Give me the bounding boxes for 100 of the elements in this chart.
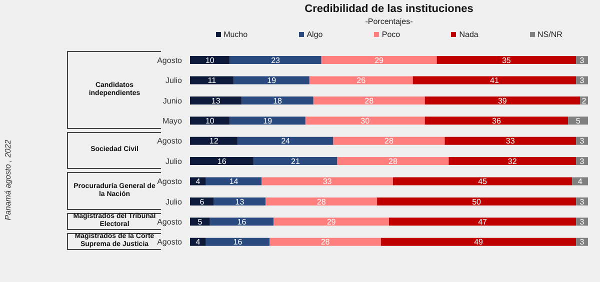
bar <box>190 157 254 166</box>
legend-label: Poco <box>380 30 400 39</box>
bar <box>190 197 214 206</box>
data-label: 3 <box>580 238 585 247</box>
bar <box>190 136 238 145</box>
data-label: 36 <box>492 116 502 126</box>
data-label: 26 <box>356 76 366 86</box>
data-label: 13 <box>235 197 245 206</box>
data-label: 3 <box>580 136 585 146</box>
bar <box>444 136 576 145</box>
data-label: 32 <box>508 156 518 166</box>
bar <box>572 177 588 186</box>
bar <box>270 238 382 246</box>
data-label: 3 <box>580 56 585 65</box>
bar <box>568 116 588 125</box>
bar <box>206 177 262 186</box>
bar <box>381 238 576 246</box>
bar <box>242 96 314 104</box>
legend-label: Nada <box>458 30 478 39</box>
data-label: 29 <box>374 56 384 65</box>
bar <box>190 218 210 226</box>
data-label: 33 <box>506 136 516 146</box>
bar <box>392 177 572 186</box>
bar <box>389 218 576 226</box>
bar <box>309 76 413 84</box>
data-label: 3 <box>580 156 585 166</box>
bar <box>424 116 568 125</box>
bar <box>448 157 576 166</box>
data-label: 14 <box>229 177 239 186</box>
data-label: 16 <box>217 156 227 166</box>
bar <box>238 136 334 145</box>
data-label: 30 <box>360 116 370 126</box>
bar <box>254 157 338 166</box>
data-label: 4 <box>578 177 583 186</box>
y-tick-label: Agosto <box>157 177 183 186</box>
data-label: 12 <box>209 136 219 146</box>
legend-label: Algo <box>306 30 323 39</box>
bar <box>190 56 230 64</box>
data-label: 29 <box>326 218 336 226</box>
y-tick-label: Agosto <box>157 56 183 65</box>
data-label: 23 <box>271 56 281 65</box>
chart-subtitle: -Porcentajes- <box>364 17 414 26</box>
data-label: 28 <box>316 197 326 206</box>
bar <box>337 157 449 166</box>
data-label: 10 <box>205 56 215 65</box>
bar <box>190 177 206 186</box>
bar <box>266 197 378 206</box>
y-tick-label: Julio <box>166 197 183 206</box>
data-label: 24 <box>281 136 291 146</box>
data-label: 39 <box>498 96 508 106</box>
bar <box>210 218 274 226</box>
bar <box>424 96 580 104</box>
y-tick-label: Julio <box>166 156 183 166</box>
bar <box>321 56 437 64</box>
bar <box>230 116 306 125</box>
data-label: 47 <box>478 218 488 226</box>
data-label: 2 <box>582 96 587 106</box>
bar <box>274 218 389 226</box>
data-label: 11 <box>208 76 217 86</box>
bar <box>262 177 393 186</box>
bar <box>190 238 206 246</box>
bar <box>412 76 576 84</box>
bar <box>234 76 310 84</box>
y-tick-label: Julio <box>166 76 183 86</box>
bar <box>190 96 242 104</box>
y-tick-label: Junio <box>162 96 183 106</box>
data-label: 28 <box>388 156 398 166</box>
data-label: 13 <box>211 96 221 106</box>
data-label: 4 <box>196 177 201 186</box>
text: Panamá agosto , 2022 <box>4 140 12 220</box>
data-label: 4 <box>196 238 201 247</box>
bar <box>313 96 425 104</box>
data-label: 28 <box>364 96 374 106</box>
bar <box>190 116 230 125</box>
data-label: 41 <box>490 76 500 86</box>
data-label: 16 <box>233 238 243 247</box>
bar <box>436 56 576 64</box>
bar <box>190 76 234 84</box>
data-label: 3 <box>580 76 585 86</box>
data-label: 50 <box>472 197 482 206</box>
data-label: 35 <box>502 56 512 65</box>
bar <box>230 56 322 64</box>
data-label: 16 <box>237 218 247 226</box>
bar <box>305 116 425 125</box>
legend-label: Mucho <box>222 30 248 39</box>
bar <box>214 197 266 206</box>
data-label: 3 <box>580 218 585 226</box>
data-label: 5 <box>576 116 581 126</box>
data-label: 49 <box>474 238 484 247</box>
data-label: 18 <box>273 96 283 106</box>
data-label: 21 <box>291 156 300 166</box>
bar <box>333 136 445 145</box>
data-label: 28 <box>320 238 330 247</box>
bar <box>377 197 576 206</box>
data-label: 28 <box>384 136 394 146</box>
legend-label: NS/NR <box>536 30 562 39</box>
data-label: 10 <box>205 116 215 126</box>
data-label: 3 <box>580 197 585 206</box>
data-label: 45 <box>478 177 488 186</box>
y-tick-label: Agosto <box>157 238 183 247</box>
